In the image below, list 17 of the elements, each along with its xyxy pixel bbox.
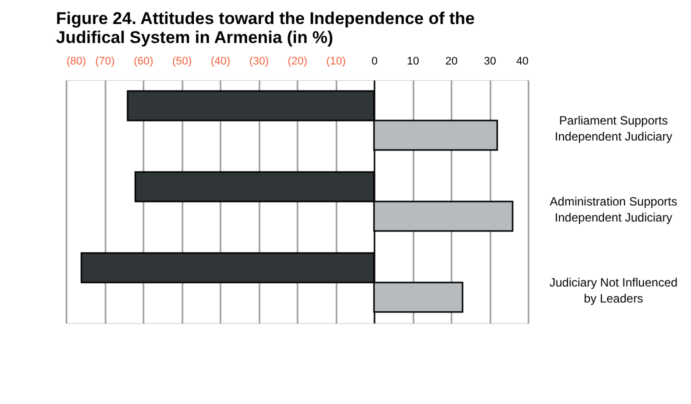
x-tick-label: (70) [95,56,115,68]
x-tick-label: (30) [249,56,269,68]
x-tick-label: (40) [210,56,230,68]
chart-title: Figure 24. Attitudes toward the Independence of the Judifical System in Armenia (in %) [56,9,475,47]
x-tick-label: (80) [66,56,86,68]
x-tick-label: 20 [445,56,458,68]
x-tick-label: (10) [326,56,346,68]
x-tick-label: (20) [288,56,308,68]
x-tick-label: 10 [406,56,420,68]
x-tick-label: (60) [134,56,154,68]
x-tick-label: 40 [516,56,528,68]
y-tick-label: Judiciary Not Influenced by Leaders [549,276,678,306]
y-tick-label: Administration Supports Independent Judiciary [550,194,678,224]
x-tick-label: 0 [371,56,378,68]
x-tick-label: 30 [484,56,496,68]
x-tick-label: (50) [172,56,192,68]
y-tick-label: Parliament Supports Independent Judiciary [554,114,672,144]
